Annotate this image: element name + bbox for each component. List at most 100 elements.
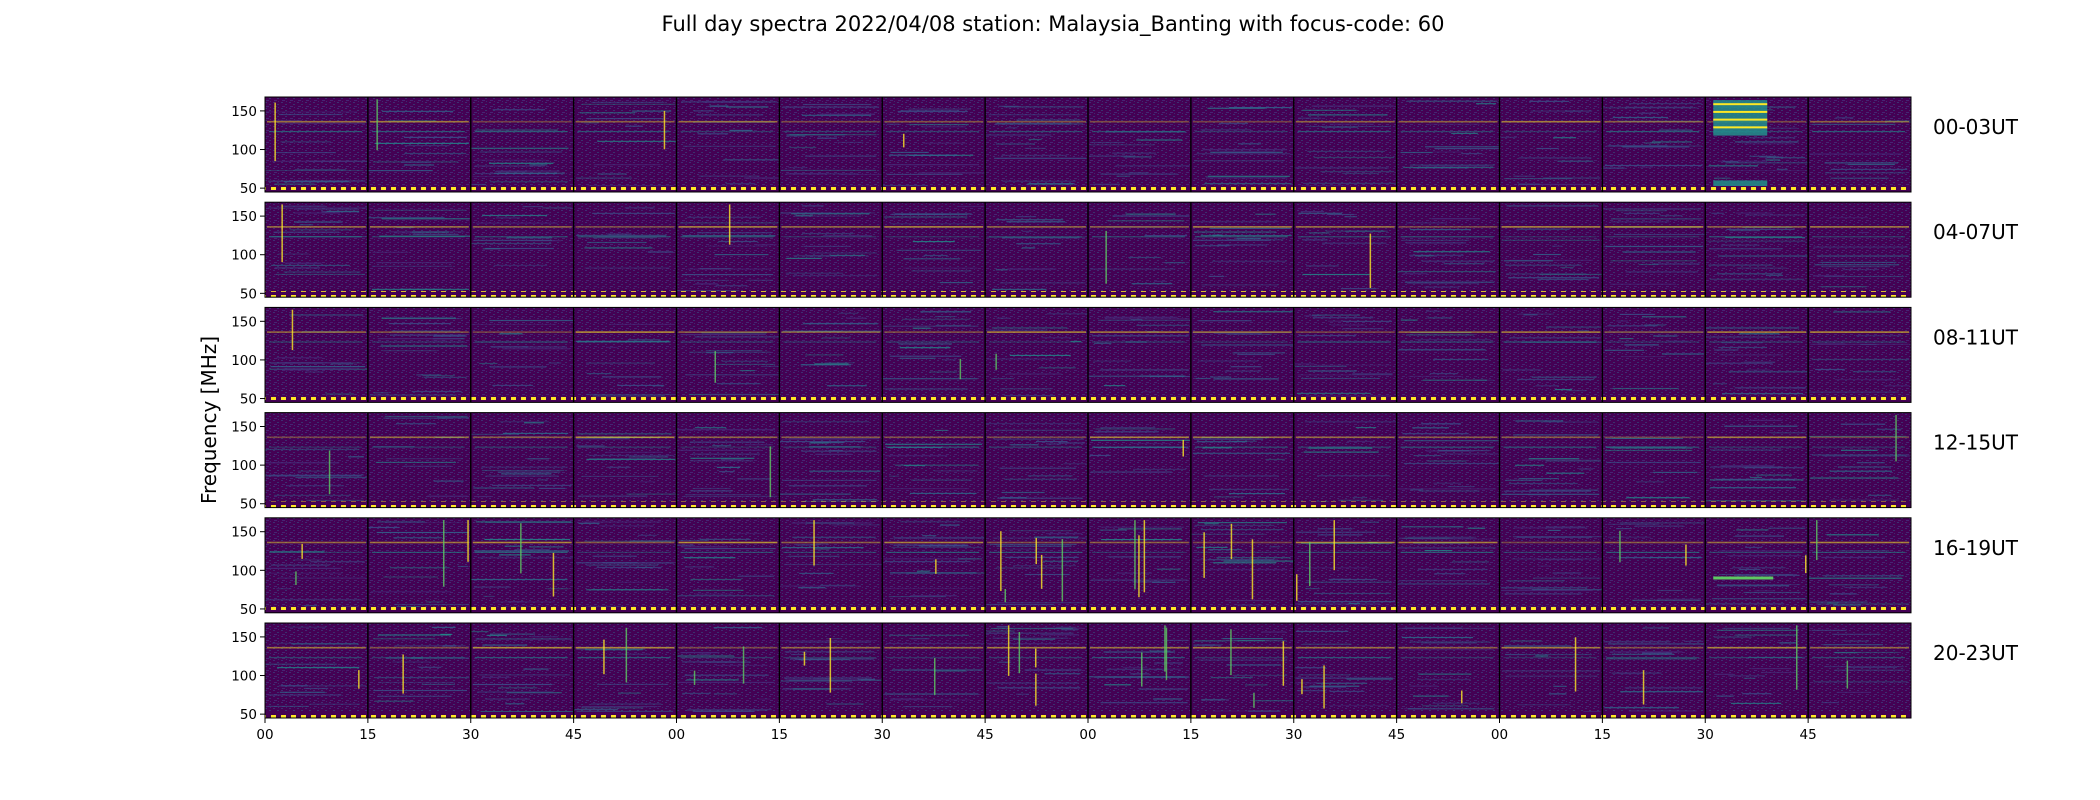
spectral-streak [1360,521,1379,523]
y-tick-label: 100 [231,143,257,159]
spectral-streak [1142,471,1166,473]
spectral-streak [1043,627,1083,629]
spectral-streak [380,345,468,347]
spectral-streak [802,500,878,503]
spectral-streak [1304,315,1322,317]
spectral-streak [647,251,674,253]
spectral-streak [495,601,555,603]
spectral-streak [547,588,569,590]
spectral-streak [1721,342,1763,344]
spectral-streak [1716,695,1734,697]
spectral-streak [597,683,669,685]
spectral-streak [1611,672,1662,674]
spectral-streak [748,279,774,281]
spectral-streak [281,685,308,687]
spectral-streak [886,123,899,125]
spectral-streak [810,252,878,254]
spectral-streak [692,710,755,712]
spectral-streak [485,247,554,250]
spectral-streak [802,103,872,106]
spectral-streak [471,323,557,326]
spectral-streak [1293,363,1315,365]
rfi-band [989,131,1082,133]
spectral-streak [1136,139,1183,141]
spectral-streak [1301,542,1393,544]
spectral-streak [1194,438,1264,440]
spectral-streak [805,155,877,157]
spectral-streak [576,710,674,712]
spectral-streak [1822,455,1910,457]
spectral-streak [1298,117,1322,119]
spectral-streak [1608,145,1668,147]
spectral-streak [576,234,667,236]
spectral-streak [1837,466,1892,468]
spectral-streak [471,147,569,149]
spectral-streak [585,649,643,651]
spectral-streak [1537,183,1592,185]
rfi-band [575,541,675,544]
x-tick-label: 45 [1388,727,1405,743]
y-axis-label: Frequency [MHz] [197,336,221,504]
spectral-streak [1223,560,1294,562]
spectral-streak [1099,529,1127,531]
vertical-burst [1796,625,1798,690]
y-tick-label: 50 [240,181,257,197]
spectral-streak [1154,662,1183,664]
rfi-band [987,331,1086,333]
spectral-streak [278,577,366,579]
spectral-streak [1128,256,1161,259]
x-tick-label: 30 [1697,727,1714,743]
spectral-streak [310,561,365,563]
spectral-streak [273,231,340,233]
rfi-band [577,551,671,553]
spectral-streak [903,267,978,269]
spectral-streak [1768,527,1806,529]
spectral-streak [1210,677,1253,679]
spectral-streak [995,567,1064,569]
spectral-streak [592,395,665,397]
spectral-streak [1705,603,1785,605]
spectral-streak [1829,217,1869,219]
spectral-streak [1269,546,1281,548]
spectral-streak [1505,264,1582,266]
spectral-streak [707,245,768,247]
spectral-streak [1603,208,1701,210]
rfi-band [269,551,362,553]
rfi-band [783,446,877,448]
spectral-streak [995,269,1008,271]
spectral-streak [1413,455,1441,457]
spectral-streak [788,485,867,487]
spectral-streak [1843,640,1869,642]
spectral-streak [1722,393,1803,395]
spectral-streak [578,495,648,497]
rfi-band [680,131,774,133]
spectral-streak [1043,560,1079,562]
spectral-streak [1295,677,1393,679]
spectral-streak [996,219,1064,221]
spectral-streak [1825,172,1906,174]
spectral-streak [1166,639,1188,641]
spectral-streak [475,521,572,523]
spectral-streak [1046,443,1062,445]
spectral-streak [370,591,452,593]
rfi-band [1295,646,1395,649]
spectral-streak [985,423,1081,425]
spectral-streak [576,438,630,440]
spectral-streak [1766,157,1805,159]
spectral-streak [837,141,864,143]
vertical-burst [1895,414,1897,462]
spectral-streak [1093,446,1189,448]
spectral-streak [1657,208,1678,210]
spectral-streak [423,376,467,378]
y-tick-label: 150 [231,630,257,646]
spectral-streak [698,175,760,177]
spectral-streak [284,369,318,371]
spectral-streak [287,626,326,628]
spectral-streak [495,217,521,219]
vertical-burst [291,309,294,351]
rfi-band [884,646,984,649]
spectral-streak [1004,478,1077,480]
spectral-streak [277,667,360,669]
spectral-streak [394,645,466,647]
